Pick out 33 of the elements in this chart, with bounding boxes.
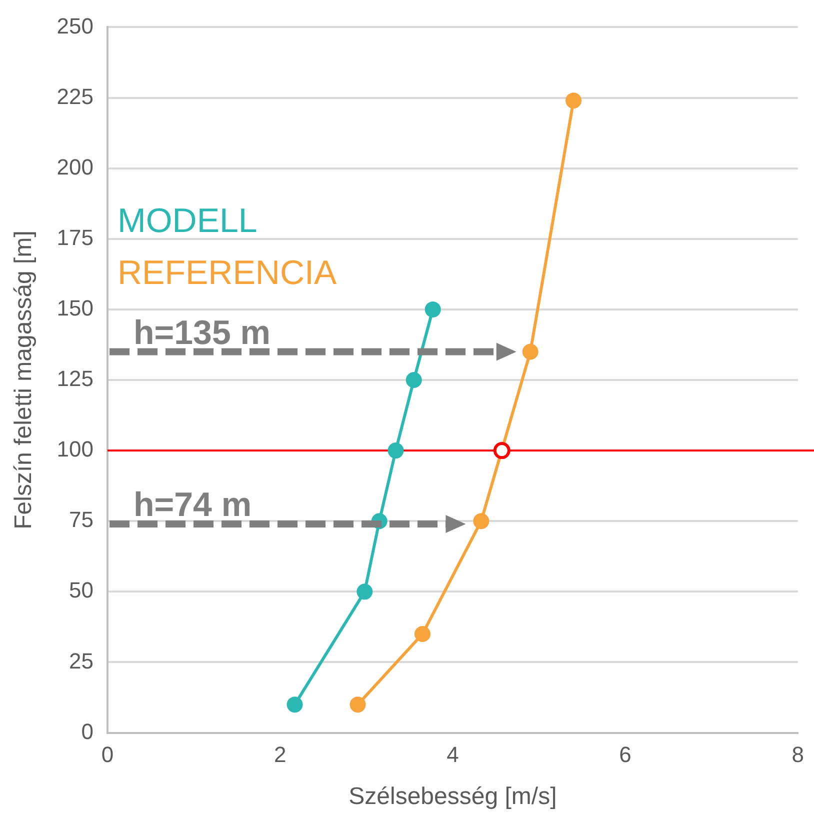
ref-line-label: h=74 m — [134, 486, 252, 524]
y-tick-label: 175 — [56, 224, 94, 250]
point — [350, 696, 366, 713]
y-tick-label: 25 — [69, 648, 94, 674]
point — [424, 301, 441, 318]
point — [356, 584, 373, 600]
x-tick-label: 2 — [274, 742, 286, 768]
point — [414, 626, 430, 642]
x-tick-label: 8 — [792, 742, 804, 768]
point — [522, 344, 538, 360]
x-axis-title: Szélsebesség [m/s] — [348, 783, 557, 810]
y-tick-label: 200 — [56, 154, 94, 180]
x-tick-label: 0 — [101, 742, 114, 768]
y-tick-label: 50 — [69, 578, 94, 603]
point — [493, 442, 510, 460]
ref-line-label: h=135 m — [134, 314, 271, 352]
y-tick-label: 150 — [56, 296, 94, 321]
y-tick-label: 225 — [56, 84, 94, 109]
x-tick-label: 6 — [619, 742, 632, 768]
point — [566, 92, 582, 109]
y-tick-label: 75 — [69, 507, 94, 532]
y-tick-label: 0 — [81, 718, 94, 744]
text: MODELL — [118, 202, 258, 240]
y-tick-label: 125 — [56, 366, 94, 392]
text: REFERENCIA — [118, 254, 337, 292]
y-axis-title: Felszín feletti magasság [m] — [10, 230, 38, 530]
x-tick-label: 4 — [446, 742, 459, 768]
point — [406, 372, 422, 388]
point — [388, 442, 404, 459]
y-tick-label: 250 — [56, 13, 94, 38]
point — [473, 513, 490, 530]
point — [286, 696, 303, 713]
y-tick-label: 100 — [56, 436, 94, 462]
